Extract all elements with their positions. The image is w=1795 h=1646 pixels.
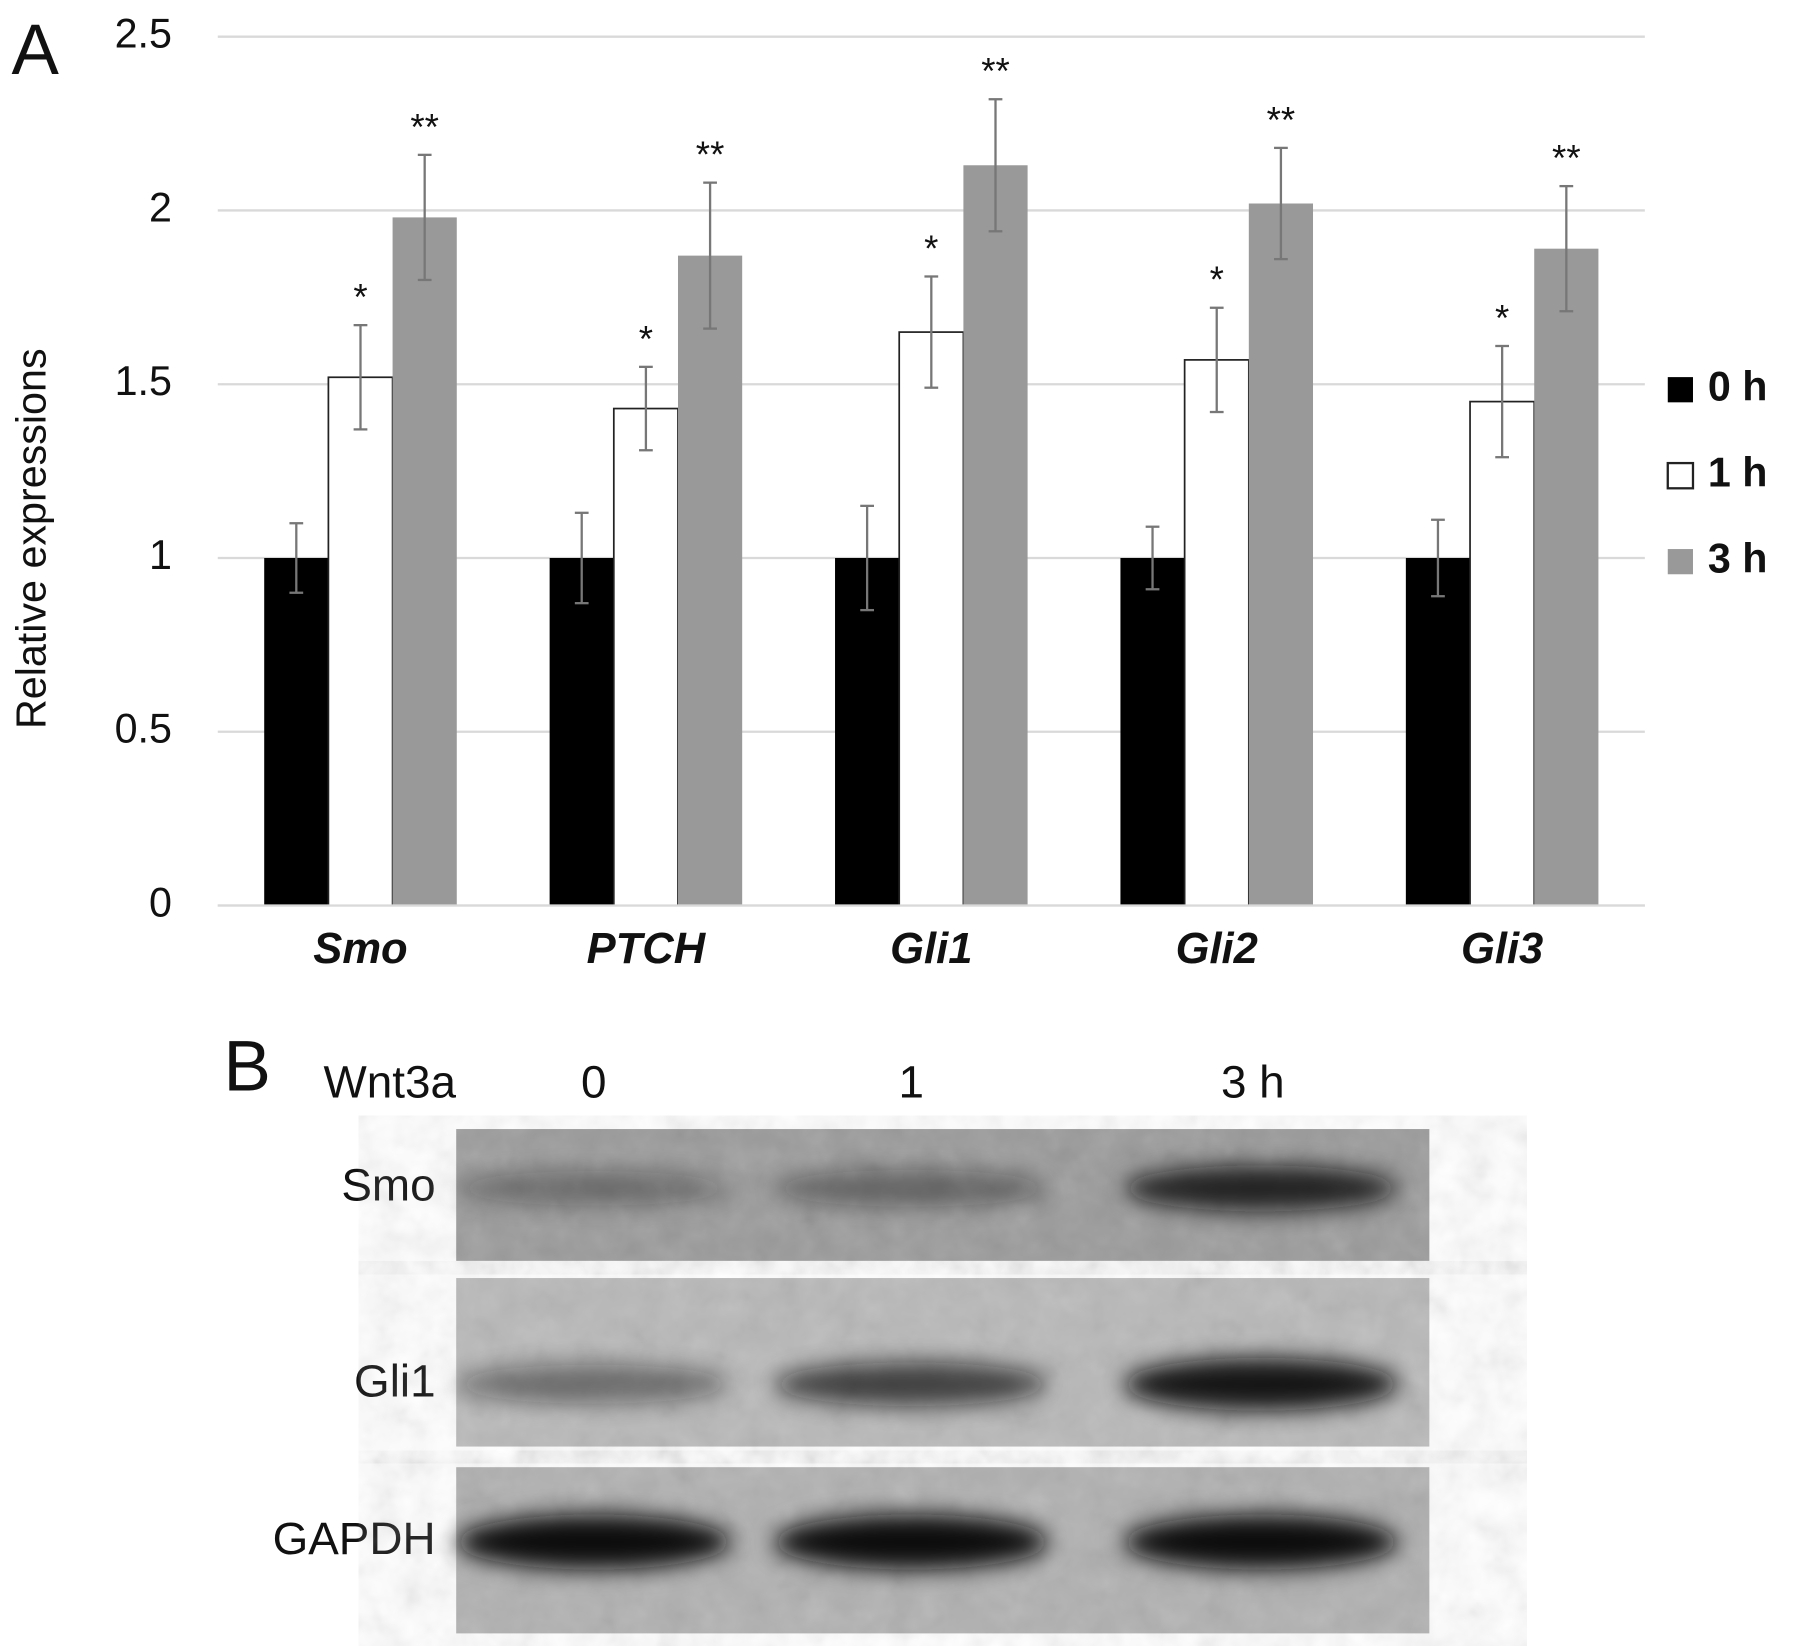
- bar: [898, 331, 965, 907]
- error-bar: [1209, 306, 1224, 414]
- error-bar: [417, 153, 432, 282]
- significance-label: *: [1495, 297, 1509, 338]
- significance-label: **: [1267, 99, 1296, 140]
- bar: [264, 557, 329, 906]
- bar: [392, 217, 457, 906]
- panel-label: B: [224, 1027, 271, 1106]
- blot-band: [773, 1514, 1049, 1570]
- error-bar: [988, 98, 1003, 233]
- y-tick-label: 2.5: [115, 11, 172, 57]
- error-bar: [1274, 146, 1288, 261]
- y-tick-label: 0: [149, 879, 172, 925]
- x-tick-label: Smo: [313, 925, 407, 973]
- blot-band: [1123, 1165, 1399, 1212]
- bar: [1534, 248, 1599, 906]
- lane-label: 1: [899, 1057, 924, 1108]
- blot-band: [773, 1362, 1049, 1406]
- x-tick-label: Gli3: [1461, 925, 1543, 973]
- bar: [612, 407, 679, 907]
- error-bar: [924, 275, 939, 389]
- blot-band: [456, 1514, 732, 1570]
- bar: [549, 557, 614, 906]
- error-bar: [1431, 518, 1445, 598]
- error-bar: [574, 511, 589, 605]
- lane-label: 3 h: [1221, 1057, 1285, 1108]
- significance-label: **: [696, 134, 725, 175]
- error-bar: [1559, 184, 1574, 313]
- significance-label: **: [1552, 138, 1581, 179]
- row-label: Smo: [341, 1159, 435, 1210]
- bar: [1469, 400, 1536, 907]
- bar: [1183, 359, 1250, 907]
- panel-label: A: [11, 11, 59, 90]
- treatment-label: Wnt3a: [323, 1057, 456, 1108]
- x-tick-label: Gli1: [890, 925, 972, 973]
- significance-label: *: [924, 228, 938, 269]
- significance-label: **: [410, 106, 439, 147]
- error-bar: [1495, 344, 1510, 459]
- blot-band: [1123, 1514, 1399, 1570]
- blot-band: [456, 1171, 732, 1206]
- legend-label: 0 h: [1708, 364, 1768, 410]
- error-bar: [639, 365, 653, 452]
- y-axis-label: Relative expressions: [8, 348, 54, 729]
- error-bar: [353, 323, 368, 431]
- bar: [963, 165, 1028, 906]
- bar: [835, 557, 900, 906]
- bar: [1248, 203, 1314, 906]
- significance-label: *: [353, 277, 367, 318]
- bar: [677, 255, 743, 906]
- y-tick-label: 0.5: [115, 706, 172, 752]
- row-label: Gli1: [354, 1355, 435, 1406]
- row-label: GAPDH: [273, 1513, 436, 1564]
- blot-band: [456, 1364, 732, 1404]
- x-tick-label: PTCH: [587, 925, 707, 973]
- legend-swatch: [1667, 549, 1693, 575]
- x-tick-label: Gli2: [1176, 925, 1258, 973]
- error-bar: [289, 522, 304, 594]
- legend-label: 3 h: [1708, 536, 1768, 582]
- y-tick-label: 1: [149, 532, 172, 578]
- y-tick-label: 1.5: [115, 358, 172, 404]
- significance-label: **: [981, 51, 1010, 92]
- blot-band: [1123, 1357, 1399, 1411]
- y-tick-label: 2: [149, 184, 172, 230]
- legend-swatch: [1666, 461, 1695, 490]
- bar: [327, 376, 394, 907]
- bar: [1120, 557, 1185, 906]
- significance-label: *: [639, 318, 653, 359]
- bar: [1405, 557, 1471, 906]
- error-bar: [860, 504, 875, 612]
- error-bar: [1145, 525, 1160, 591]
- blot-band: [773, 1170, 1049, 1207]
- legend-swatch: [1667, 377, 1693, 403]
- error-bar: [703, 181, 717, 330]
- legend-label: 1 h: [1708, 450, 1768, 496]
- significance-label: *: [1210, 259, 1224, 300]
- lane-label: 0: [581, 1057, 606, 1108]
